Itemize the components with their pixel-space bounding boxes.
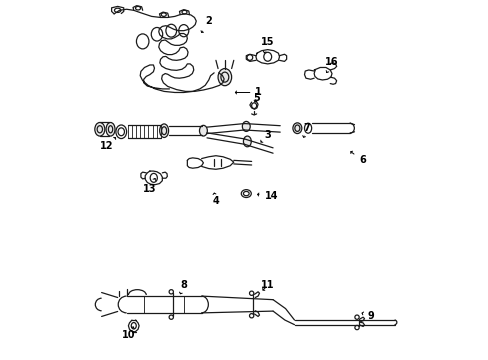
Ellipse shape xyxy=(292,123,301,134)
Text: 5: 5 xyxy=(253,93,260,103)
Text: 14: 14 xyxy=(257,191,278,201)
Ellipse shape xyxy=(95,122,104,136)
Text: 10: 10 xyxy=(122,327,135,341)
Text: 6: 6 xyxy=(350,151,365,165)
Ellipse shape xyxy=(242,121,250,131)
Text: 9: 9 xyxy=(361,311,374,321)
Text: 8: 8 xyxy=(179,280,187,294)
Ellipse shape xyxy=(160,124,168,138)
Text: 13: 13 xyxy=(143,179,156,194)
Text: 3: 3 xyxy=(260,130,270,142)
Ellipse shape xyxy=(199,125,207,136)
Text: 12: 12 xyxy=(100,138,116,151)
Text: 16: 16 xyxy=(325,57,338,72)
Ellipse shape xyxy=(218,68,231,86)
Text: 15: 15 xyxy=(261,37,274,53)
Text: 4: 4 xyxy=(212,193,219,206)
Ellipse shape xyxy=(106,122,115,136)
Text: 2: 2 xyxy=(201,16,212,32)
Text: 1: 1 xyxy=(235,87,262,98)
Text: 11: 11 xyxy=(261,280,274,291)
Ellipse shape xyxy=(243,136,251,147)
Text: 7: 7 xyxy=(302,123,310,137)
